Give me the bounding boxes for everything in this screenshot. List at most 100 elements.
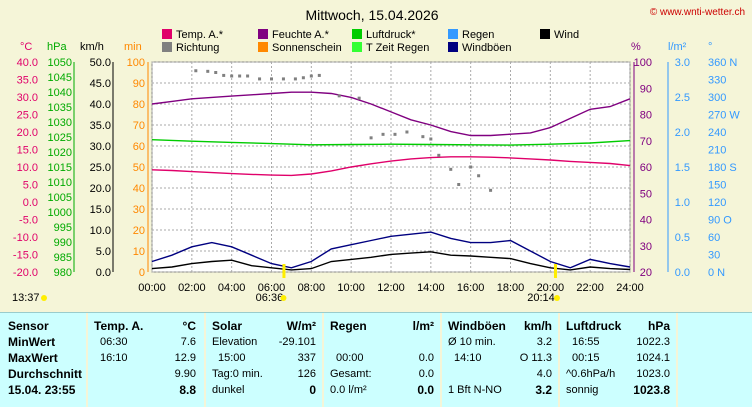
direction-point: [293, 77, 297, 81]
legend-swatch: [162, 42, 172, 52]
series-line: [151, 156, 631, 177]
axis-tick-label: 40: [640, 215, 652, 227]
direction-point: [206, 69, 210, 73]
axis-tick-label: -10.0: [13, 232, 38, 244]
axis-tick-label: 1040: [48, 87, 72, 99]
axis-tick-label: 1.5: [675, 162, 690, 174]
axis-tick-label: 330: [708, 75, 726, 87]
moon-time-label: 13:37: [12, 292, 40, 304]
wind-unit-label: km/h: [80, 41, 104, 53]
axis-tick-label: 120: [708, 197, 726, 209]
summary-panel: Sensor MinWert MaxWert Durchschnitt 15.0…: [0, 312, 752, 407]
solar-day-value: 126: [297, 368, 316, 380]
x-tick-label: 04:00: [218, 282, 246, 294]
pressure-unit-label: hPa: [47, 41, 67, 53]
wind-max-value: O 11.3: [519, 352, 552, 364]
axis-tick-label: 70: [640, 136, 652, 148]
legend-label: Sonnenschein: [272, 42, 342, 54]
axis-tick-label: 210: [708, 145, 726, 157]
axis-tick-label: 5.0: [23, 180, 38, 192]
wind-avg-value: 3.2: [536, 336, 552, 348]
solar-max-value: 337: [297, 352, 316, 364]
sensor-row-avg: Durchschnitt: [8, 367, 83, 381]
direction-point: [270, 77, 273, 81]
x-tick-label: 00:00: [138, 282, 166, 294]
legend-label: Wind: [554, 29, 579, 41]
direction-point: [309, 74, 313, 78]
axis-tick-label: 2.5: [675, 92, 690, 104]
axis-tick-label: 1005: [48, 192, 72, 204]
axis-tick-label: 1000: [48, 207, 72, 219]
rain-section: Regen l/m² 00:00 0.0 Gesamt: 0.0 0.0 l/m² 0.…: [324, 313, 442, 407]
direction-point: [469, 165, 473, 169]
axis-tick-label: 35.0: [90, 120, 111, 132]
axis-tick-label: 0.0: [23, 197, 38, 209]
pressure-avg-value: 1023.0: [636, 368, 670, 380]
x-tick-label: 22:00: [576, 282, 604, 294]
direction-point: [405, 130, 409, 134]
direction-point: [393, 132, 397, 136]
axis-tick-label: 50: [133, 162, 145, 174]
sunset-time-label: 20:14: [527, 292, 555, 304]
direction-unit-label: °: [708, 41, 712, 53]
series-line: [151, 251, 631, 271]
x-tick-label: 02:00: [178, 282, 206, 294]
pressure-trend-label: ^0.6hPa/h: [566, 368, 616, 380]
direction-point: [457, 183, 461, 186]
axis-tick-label: 60: [133, 141, 145, 153]
sunrise-bar: [282, 264, 286, 278]
axis-tick-label: 1010: [48, 177, 72, 189]
sensor-title: Sensor: [8, 319, 49, 333]
temp-min-value: 7.6: [180, 336, 196, 348]
pressure-unit: hPa: [647, 319, 670, 333]
axis-tick-label: 20.0: [90, 183, 111, 195]
pressure-title: Luftdruck: [566, 319, 622, 333]
temp-min-time: 06:30: [100, 336, 128, 348]
direction-point: [317, 73, 321, 77]
legend-label: Feuchte A.*: [272, 29, 330, 41]
sensor-row-min: MinWert: [8, 335, 56, 349]
legend-swatch: [162, 29, 172, 39]
axis-tick-label: 2.0: [675, 127, 690, 139]
rain-time: 00:00: [336, 352, 364, 364]
solar-max-time: 15:00: [218, 352, 246, 364]
pressure-section: Luftdruck hPa 16:55 1022.3 00:15 1024.1 ^0.…: [560, 313, 678, 407]
legend-swatch: [448, 29, 458, 39]
axis-tick-label: 20: [133, 225, 145, 237]
temp-max-value: 12.9: [174, 352, 196, 364]
temp-title: Temp. A.: [94, 319, 144, 333]
website-link[interactable]: © www.wnti-wetter.ch: [650, 7, 745, 18]
axis-tick-label: 30: [640, 241, 652, 253]
solar-title: Solar: [212, 319, 243, 333]
axis-tick-label: 50.0: [90, 57, 111, 69]
legend-label: Regen: [462, 29, 494, 41]
wind-section: Windböen km/h Ø 10 min. 3.2 14:10 O 11.3 4.…: [442, 313, 560, 407]
axis-tick-label: 40: [133, 183, 145, 195]
legend-label: Richtung: [176, 42, 219, 54]
sensor-row-current: 15.04. 23:55: [8, 383, 76, 397]
direction-point: [357, 96, 361, 100]
temp-unit: °C: [182, 319, 196, 333]
direction-point: [230, 74, 234, 78]
axis-tick-label: -20.0: [13, 267, 38, 279]
axis-tick-label: 15.0: [17, 145, 38, 157]
humidity-unit-label: %: [631, 41, 641, 53]
axis-tick-label: 60: [708, 232, 720, 244]
direction-point: [194, 69, 198, 73]
sun-unit-label: min: [124, 41, 142, 53]
solar-unit: W/m²: [286, 319, 316, 333]
direction-point: [337, 94, 341, 98]
temp-current-value: 8.8: [179, 383, 196, 397]
axis-tick-label: 990: [54, 237, 72, 249]
axis-tick-label: 0.0: [96, 267, 111, 279]
direction-point: [281, 77, 285, 81]
legend-label: Windböen: [462, 42, 512, 54]
axis-tick-label: 0.0: [675, 267, 690, 279]
x-tick-label: 12:00: [377, 282, 405, 294]
axis-tick-label: 0.5: [675, 232, 690, 244]
axis-tick-label: 25.0: [90, 162, 111, 174]
axis-tick-label: 15.0: [90, 204, 111, 216]
axis-tick-label: 90 O: [708, 215, 732, 227]
axis-tick-label: 30: [133, 204, 145, 216]
solar-elevation-label: Elevation: [212, 336, 258, 348]
